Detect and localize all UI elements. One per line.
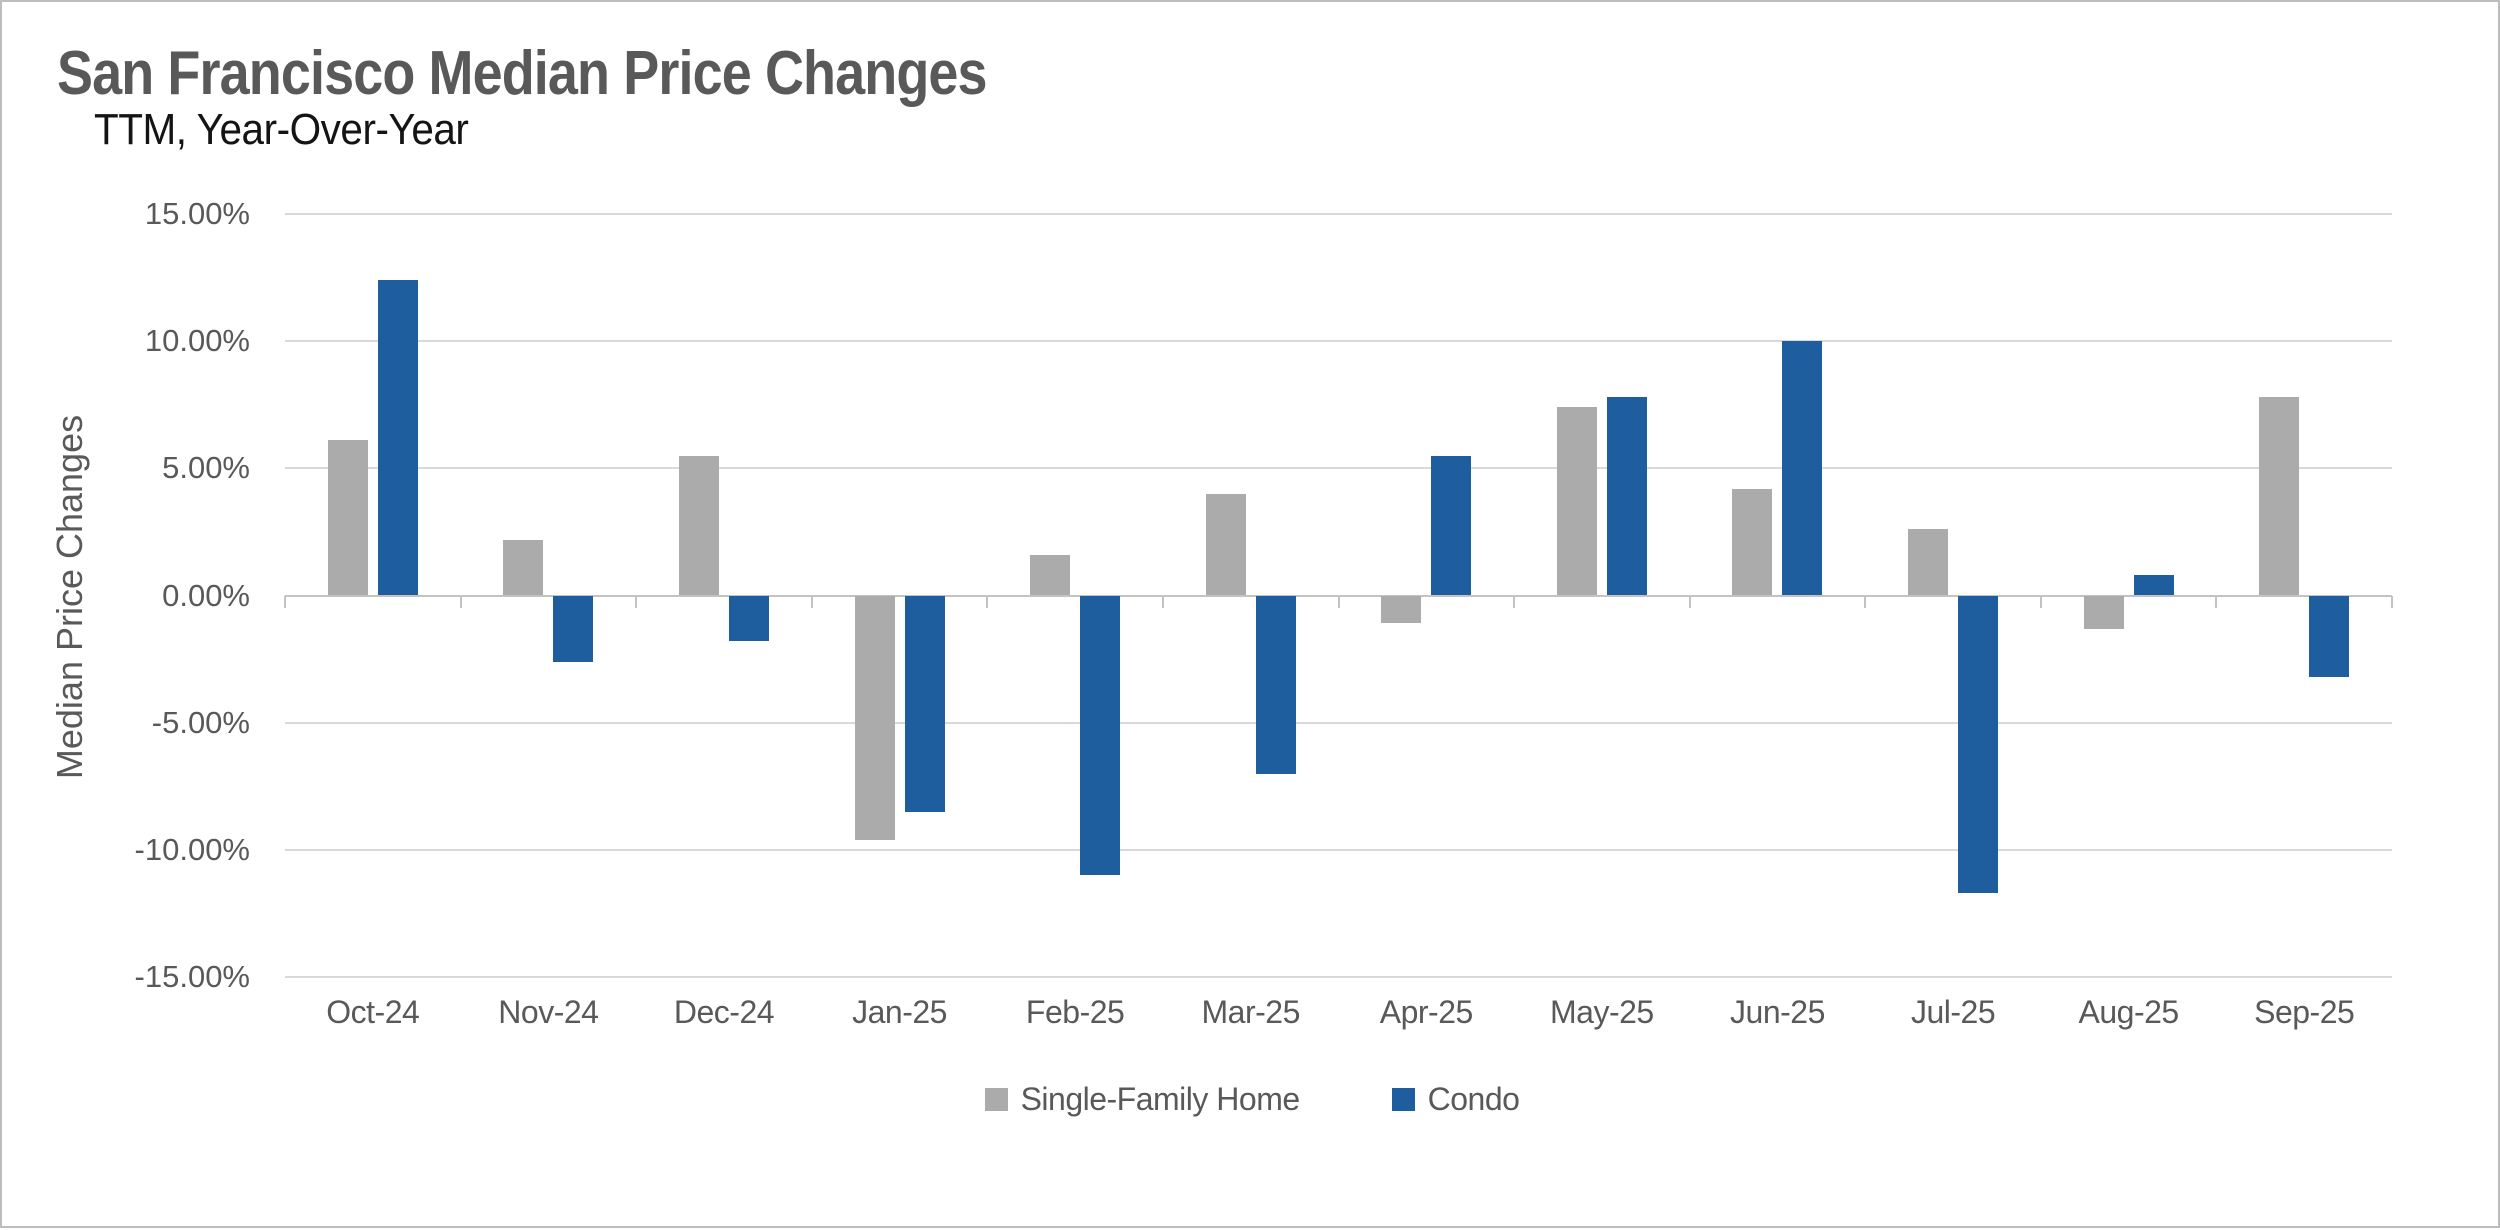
bar-condo-jul-25: [1958, 595, 1999, 894]
y-tick-label: 15.00%: [144, 196, 250, 231]
gridline: [285, 340, 2392, 343]
bar-single-family-home-nov-24: [503, 539, 544, 596]
bar-single-family-home-feb-25: [1030, 554, 1071, 596]
legend-label: Condo: [1427, 1080, 1520, 1117]
axis-tick-mark: [459, 595, 462, 608]
bar-condo-sep-25: [2309, 595, 2350, 677]
axis-tick-mark: [1513, 595, 1516, 608]
x-tick-label: Apr-25: [1379, 994, 1474, 1030]
legend-item-condo: Condo: [1391, 1080, 1520, 1118]
x-tick-label: Jun-25: [1730, 994, 1825, 1030]
bar-condo-apr-25: [1431, 455, 1472, 596]
y-tick-label: 10.00%: [144, 323, 250, 359]
axis-tick-mark: [2215, 595, 2218, 608]
y-tick-label: 5.00%: [162, 450, 250, 486]
bar-condo-jan-25: [904, 595, 945, 812]
bar-condo-feb-25: [1080, 595, 1121, 876]
bar-condo-jun-25: [1782, 341, 1823, 596]
y-tick-label: 0.00%: [162, 577, 250, 613]
bar-single-family-home-jun-25: [1732, 488, 1773, 596]
axis-tick-mark: [1337, 595, 1340, 608]
bar-single-family-home-sep-25: [2259, 397, 2300, 596]
axis-tick-mark: [635, 595, 638, 608]
bar-condo-aug-25: [2133, 575, 2174, 596]
legend-label: Single-Family Home: [1020, 1080, 1301, 1117]
gridline: [285, 213, 2392, 215]
legend-swatch-icon: [1391, 1087, 1415, 1111]
x-tick-label: Aug-25: [2078, 994, 2180, 1030]
bar-single-family-home-mar-25: [1205, 493, 1246, 596]
bar-single-family-home-dec-24: [678, 455, 719, 596]
axis-tick-mark: [1864, 595, 1867, 608]
axis-tick-mark: [986, 595, 989, 608]
legend: Single-Family Home Condo: [2, 1074, 2500, 1124]
bar-single-family-home-jul-25: [1908, 529, 1949, 596]
bar-condo-nov-24: [553, 595, 594, 662]
bar-single-family-home-apr-25: [1381, 595, 1422, 624]
x-tick-label: Mar-25: [1201, 994, 1301, 1030]
axis-tick-mark: [2391, 595, 2393, 608]
bar-single-family-home-aug-25: [2083, 595, 2124, 629]
legend-swatch-icon: [984, 1087, 1008, 1111]
bar-single-family-home-oct-24: [327, 440, 368, 596]
axis-tick-mark: [1688, 595, 1691, 608]
axis-tick-mark: [284, 595, 286, 608]
axis-tick-mark: [810, 595, 813, 608]
y-tick-label: -10.00%: [134, 831, 250, 867]
x-tick-label: Jul-25: [1910, 994, 1996, 1030]
y-tick-label: -15.00%: [134, 959, 250, 994]
x-tick-label: Sep-25: [2254, 994, 2355, 1030]
gridline: [285, 848, 2392, 851]
y-tick-label: -5.00%: [151, 704, 250, 740]
chart-title: San Francisco Median Price Changes: [57, 39, 988, 108]
x-tick-label: May-25: [1550, 994, 1654, 1030]
chart-subtitle: TTM, Year-Over-Year: [94, 105, 469, 154]
legend-item-single-family-home: Single-Family Home: [984, 1080, 1301, 1118]
bar-condo-mar-25: [1255, 595, 1296, 774]
bar-single-family-home-may-25: [1556, 407, 1597, 596]
x-tick-label: Jan-25: [852, 994, 947, 1030]
gridline: [285, 976, 2392, 978]
axis-tick-mark: [2039, 595, 2042, 608]
x-tick-label: Nov-24: [498, 994, 599, 1030]
gridline: [285, 467, 2392, 470]
axis-tick-mark: [1161, 595, 1164, 608]
bar-condo-oct-24: [377, 280, 418, 596]
x-tick-label: Feb-25: [1025, 994, 1125, 1030]
bar-condo-dec-24: [728, 595, 769, 642]
bar-condo-may-25: [1606, 397, 1647, 596]
x-tick-label: Dec-24: [673, 994, 775, 1030]
bar-single-family-home-jan-25: [854, 595, 895, 840]
gridline: [285, 721, 2392, 724]
x-tick-label: Oct-24: [326, 994, 420, 1030]
